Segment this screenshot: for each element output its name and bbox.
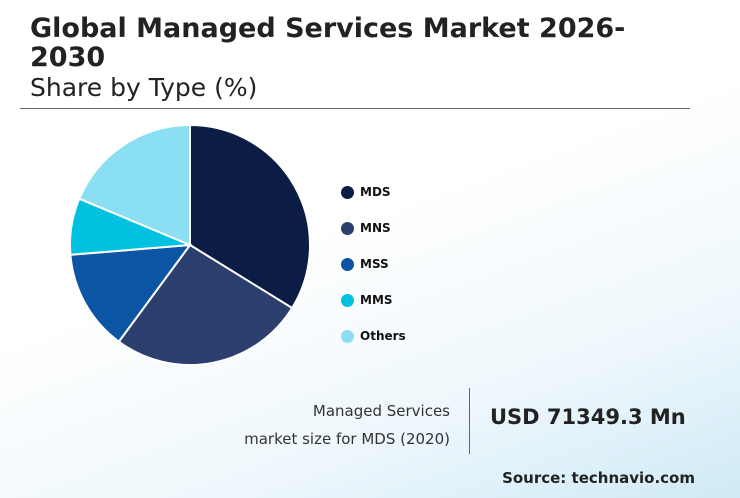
legend-swatch-mns bbox=[341, 221, 354, 235]
legend-swatch-mms bbox=[341, 293, 354, 307]
legend-swatch-mss bbox=[341, 257, 354, 271]
pie-slice-mss bbox=[69, 243, 193, 344]
legend-label-mds: MDS bbox=[360, 185, 391, 199]
legend-swatch-others bbox=[341, 329, 354, 343]
source-credit: Source: technavio.com bbox=[502, 469, 695, 487]
market-size-label-line1: Managed Services bbox=[312, 402, 450, 420]
header-divider bbox=[20, 108, 690, 109]
legend-item-mms: MMS bbox=[341, 282, 406, 318]
chart-subtitle: Share by Type (%) bbox=[30, 73, 258, 102]
legend-label-others: Others bbox=[360, 329, 406, 343]
market-size-label-line2: market size for MDS (2020) bbox=[244, 430, 450, 448]
stat-divider bbox=[469, 388, 470, 454]
legend-item-others: Others bbox=[341, 318, 406, 354]
market-size-label: Managed Services market size for MDS (20… bbox=[190, 397, 450, 453]
chart-title: Global Managed Services Market 2026-2030 bbox=[30, 13, 626, 73]
legend-swatch-mds bbox=[341, 185, 354, 199]
legend-label-mns: MNS bbox=[360, 221, 391, 235]
pie-slice-mns bbox=[117, 243, 294, 366]
legend-label-mss: MSS bbox=[360, 257, 389, 271]
legend-label-mms: MMS bbox=[360, 293, 393, 307]
legend-item-mns: MNS bbox=[341, 210, 406, 246]
pie-slice-others bbox=[77, 123, 191, 247]
pie-slice-mds bbox=[189, 123, 311, 310]
legend-item-mss: MSS bbox=[341, 246, 406, 282]
market-size-value: USD 71349.3 Mn bbox=[490, 405, 686, 429]
legend: MDS MNS MSS MMS Others bbox=[341, 174, 406, 354]
legend-item-mds: MDS bbox=[341, 174, 406, 210]
